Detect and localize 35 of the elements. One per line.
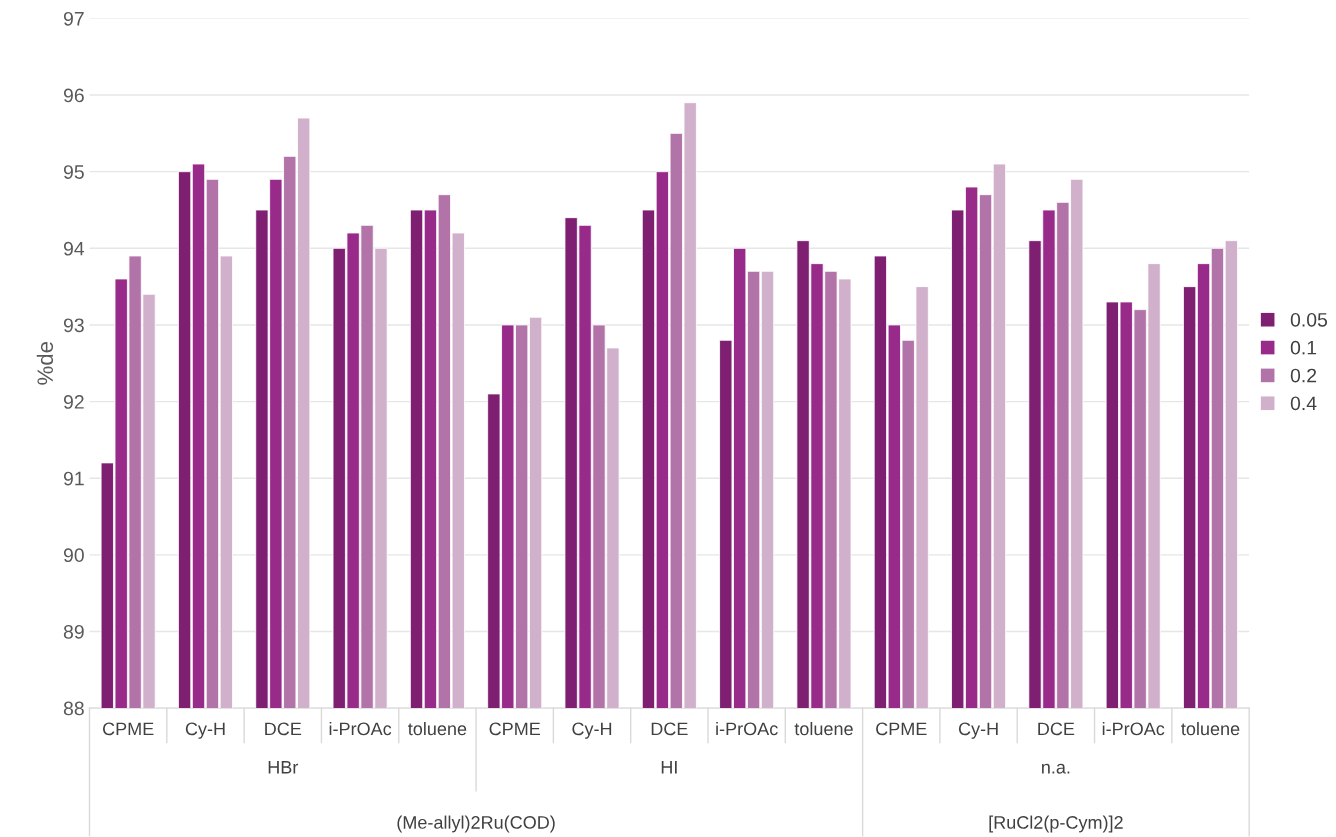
y-axis-title: %de	[36, 342, 54, 385]
y-tick-label: 88	[63, 701, 84, 716]
x-tick-label: toluene	[408, 721, 467, 736]
y-tick-label: 97	[63, 11, 84, 26]
x-tick-label: Cy-H	[958, 722, 998, 739]
y-tick-label: 96	[63, 88, 84, 103]
x-tick-label: CPME	[876, 722, 927, 736]
x-tick-label: Cy-H	[185, 722, 225, 739]
x-tick-label: i-PrOAc	[329, 721, 392, 736]
text: HI	[661, 761, 677, 774]
y-tick-label: 91	[63, 471, 84, 486]
x-tick-label: Cy-H	[572, 722, 612, 739]
legend-label: 0.4	[1290, 396, 1317, 411]
text: n.a.	[1042, 763, 1070, 774]
y-tick-label: 94	[63, 241, 85, 256]
x-tick-label: toluene	[1181, 721, 1240, 736]
text: (Me-allyl)2Ru(COD)	[397, 815, 555, 833]
x-tick-label: toluene	[794, 721, 853, 736]
legend-label: 0.1	[1290, 340, 1317, 355]
y-tick-label: 89	[63, 624, 84, 639]
legend-label: 0.2	[1290, 368, 1317, 383]
x-tick-label: DCE	[651, 722, 688, 736]
y-tick-label: 92	[63, 395, 84, 409]
y-tick-label: 95	[63, 165, 84, 179]
y-tick-label: 93	[63, 318, 84, 333]
x-tick-label: DCE	[1038, 722, 1075, 736]
text: HBr	[268, 761, 299, 774]
x-tick-label: CPME	[103, 722, 154, 736]
x-tick-label: CPME	[489, 722, 541, 736]
text: [RuCl2(p-Cym)]2	[989, 815, 1123, 833]
legend-label: 0.05	[1290, 312, 1328, 327]
y-tick-label: 90	[63, 548, 84, 563]
x-tick-label: i-PrOAc	[1102, 721, 1165, 736]
x-tick-label: DCE	[265, 722, 302, 736]
x-tick-label: i-PrOAc	[716, 721, 778, 736]
